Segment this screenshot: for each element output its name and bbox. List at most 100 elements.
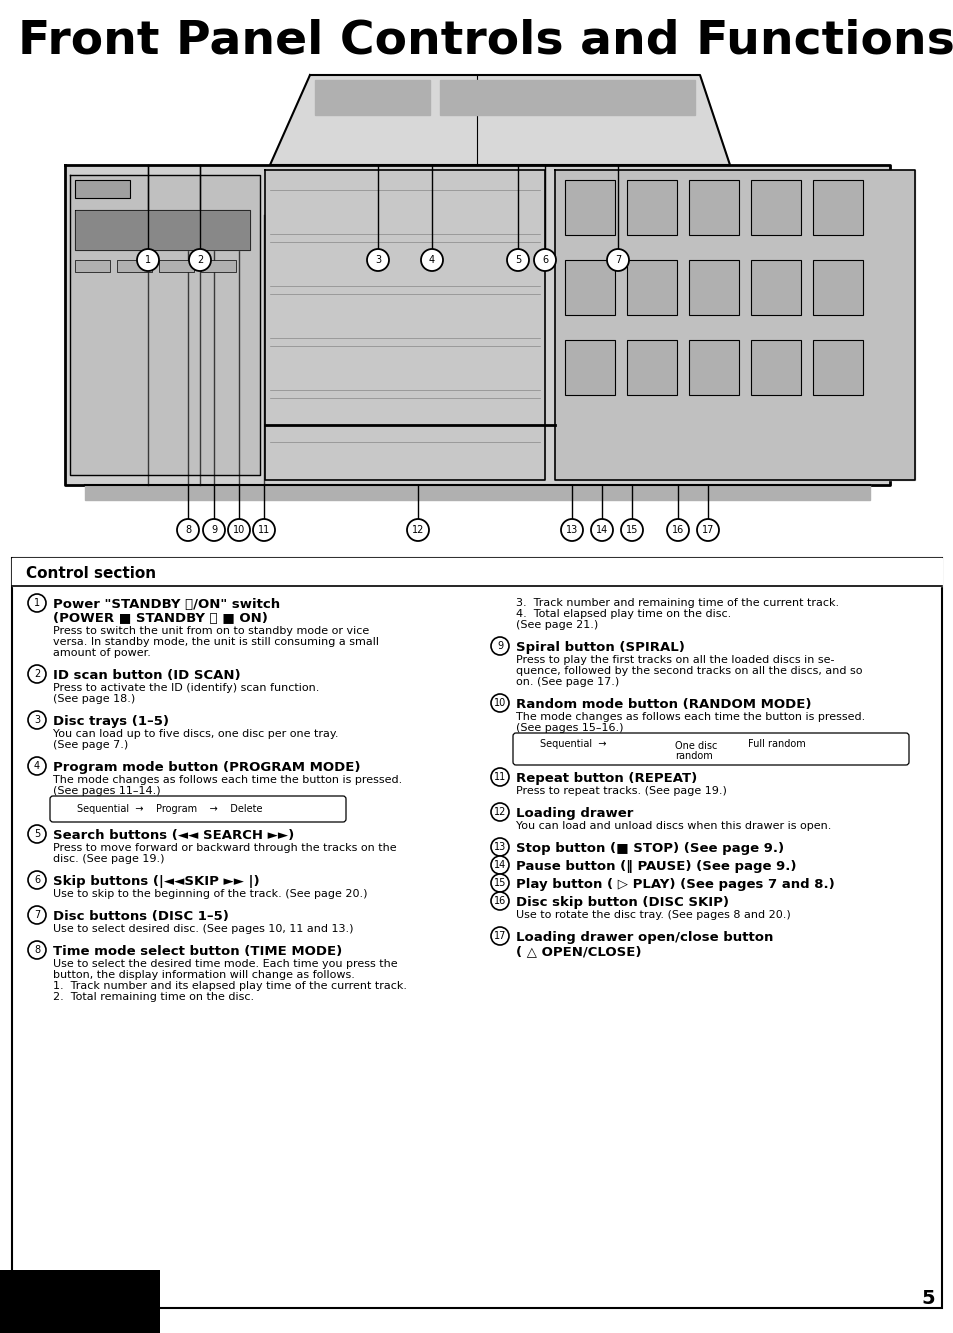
Text: 1.  Track number and its elapsed play time of the current track.: 1. Track number and its elapsed play tim… — [53, 981, 407, 990]
Text: Power "STANDBY ⏻/ON" switch: Power "STANDBY ⏻/ON" switch — [53, 599, 280, 611]
Text: 12: 12 — [412, 525, 424, 535]
Text: 10: 10 — [494, 698, 506, 708]
Circle shape — [491, 926, 509, 945]
Text: Use to select the desired time mode. Each time you press the: Use to select the desired time mode. Eac… — [53, 958, 397, 969]
Bar — [626, 340, 677, 395]
Text: (See page 7.): (See page 7.) — [53, 740, 128, 750]
Text: 6: 6 — [34, 874, 40, 885]
Text: The mode changes as follows each time the button is pressed.: The mode changes as follows each time th… — [516, 712, 864, 722]
Text: Repeat button (REPEAT): Repeat button (REPEAT) — [516, 772, 697, 785]
Text: (See pages 11–14.): (See pages 11–14.) — [53, 786, 160, 796]
Circle shape — [491, 838, 509, 856]
Text: (See pages 15–16.): (See pages 15–16.) — [516, 722, 623, 733]
Text: Press to switch the unit from on to standby mode or vice: Press to switch the unit from on to stan… — [53, 627, 369, 636]
Text: Press to activate the ID (identify) scan function.: Press to activate the ID (identify) scan… — [53, 682, 319, 693]
Bar — [0, 1270, 160, 1333]
Text: button, the display information will change as follows.: button, the display information will cha… — [53, 970, 355, 980]
Text: 3: 3 — [34, 714, 40, 725]
Text: Disc skip button (DISC SKIP): Disc skip button (DISC SKIP) — [516, 896, 728, 909]
Text: Skip buttons (|◄◄SKIP ►► |): Skip buttons (|◄◄SKIP ►► |) — [53, 874, 259, 888]
Bar — [688, 180, 739, 235]
Bar — [812, 180, 862, 235]
Circle shape — [534, 249, 556, 271]
Circle shape — [560, 519, 582, 541]
Text: Play button ( ▷ PLAY) (See pages 7 and 8.): Play button ( ▷ PLAY) (See pages 7 and 8… — [516, 878, 834, 890]
Circle shape — [28, 825, 46, 842]
Text: Sequential  →: Sequential → — [539, 738, 606, 749]
Text: 7: 7 — [615, 255, 620, 265]
Polygon shape — [265, 171, 544, 480]
Text: 2: 2 — [196, 255, 203, 265]
Text: on. (See page 17.): on. (See page 17.) — [516, 677, 618, 686]
Circle shape — [28, 595, 46, 612]
Bar — [812, 260, 862, 315]
Circle shape — [28, 665, 46, 682]
Text: You can load and unload discs when this drawer is open.: You can load and unload discs when this … — [516, 821, 830, 830]
Bar — [564, 260, 615, 315]
Text: (POWER ■ STANDBY ⏻ ■ ON): (POWER ■ STANDBY ⏻ ■ ON) — [53, 612, 268, 625]
Text: amount of power.: amount of power. — [53, 648, 151, 659]
Text: 13: 13 — [494, 842, 506, 852]
Polygon shape — [75, 211, 250, 251]
Circle shape — [28, 906, 46, 924]
Polygon shape — [65, 165, 889, 485]
Circle shape — [620, 519, 642, 541]
Text: 9: 9 — [211, 525, 217, 535]
Text: 14: 14 — [494, 860, 506, 870]
Bar — [117, 260, 152, 272]
Bar — [626, 260, 677, 315]
Circle shape — [407, 519, 429, 541]
Text: 5: 5 — [34, 829, 40, 838]
Bar — [626, 180, 677, 235]
Text: 11: 11 — [257, 525, 270, 535]
Text: 5: 5 — [921, 1289, 934, 1308]
Text: Full random: Full random — [747, 738, 805, 749]
Text: Loading drawer open/close button: Loading drawer open/close button — [516, 930, 773, 944]
Text: disc. (See page 19.): disc. (See page 19.) — [53, 854, 164, 864]
Circle shape — [491, 802, 509, 821]
Text: One disc: One disc — [675, 741, 717, 750]
Polygon shape — [85, 485, 869, 500]
Circle shape — [491, 892, 509, 910]
Circle shape — [28, 757, 46, 774]
Text: 15: 15 — [625, 525, 638, 535]
Circle shape — [189, 249, 211, 271]
Text: ID scan button (ID SCAN): ID scan button (ID SCAN) — [53, 669, 240, 682]
Circle shape — [491, 637, 509, 655]
Text: 17: 17 — [701, 525, 714, 535]
Bar — [159, 260, 193, 272]
Text: random: random — [675, 750, 712, 761]
Text: Random mode button (RANDOM MODE): Random mode button (RANDOM MODE) — [516, 698, 811, 710]
Text: Use to skip to the beginning of the track. (See page 20.): Use to skip to the beginning of the trac… — [53, 889, 367, 898]
Circle shape — [491, 856, 509, 874]
Text: 13: 13 — [565, 525, 578, 535]
Text: Press to play the first tracks on all the loaded discs in se-: Press to play the first tracks on all th… — [516, 655, 834, 665]
Bar — [564, 180, 615, 235]
FancyBboxPatch shape — [50, 796, 346, 822]
Text: quence, followed by the second tracks on all the discs, and so: quence, followed by the second tracks on… — [516, 666, 862, 676]
Text: 8: 8 — [34, 945, 40, 954]
Polygon shape — [439, 80, 695, 115]
Text: Loading drawer: Loading drawer — [516, 806, 633, 820]
Circle shape — [28, 870, 46, 889]
Circle shape — [177, 519, 199, 541]
Circle shape — [491, 694, 509, 712]
Bar — [688, 340, 739, 395]
Text: (See page 18.): (See page 18.) — [53, 694, 135, 704]
Text: 5: 5 — [515, 255, 520, 265]
Bar — [75, 260, 110, 272]
Polygon shape — [555, 171, 914, 480]
Text: 17: 17 — [494, 930, 506, 941]
Text: 11: 11 — [494, 772, 506, 782]
Text: Time mode select button (TIME MODE): Time mode select button (TIME MODE) — [53, 945, 342, 958]
Text: Disc trays (1–5): Disc trays (1–5) — [53, 714, 169, 728]
Text: Program mode button (PROGRAM MODE): Program mode button (PROGRAM MODE) — [53, 761, 360, 774]
Text: 1: 1 — [145, 255, 151, 265]
Text: 1: 1 — [34, 599, 40, 608]
Circle shape — [697, 519, 719, 541]
Text: Disc buttons (DISC 1–5): Disc buttons (DISC 1–5) — [53, 910, 229, 922]
Text: Search buttons (◄◄ SEARCH ►►): Search buttons (◄◄ SEARCH ►►) — [53, 829, 294, 842]
Text: 6: 6 — [541, 255, 547, 265]
FancyBboxPatch shape — [513, 733, 908, 765]
Text: 2: 2 — [34, 669, 40, 678]
